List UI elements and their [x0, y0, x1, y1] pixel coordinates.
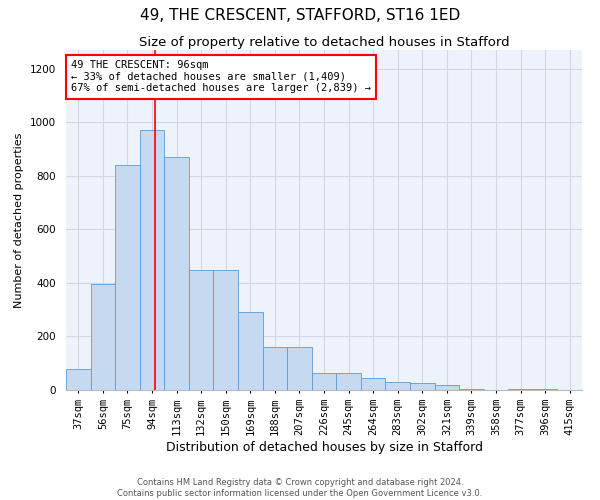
Bar [312, 372, 336, 390]
Y-axis label: Number of detached properties: Number of detached properties [14, 132, 25, 308]
Bar [410, 384, 434, 390]
X-axis label: Distribution of detached houses by size in Stafford: Distribution of detached houses by size … [166, 440, 482, 454]
Bar [287, 347, 312, 390]
Bar [508, 388, 533, 390]
Text: Contains HM Land Registry data © Crown copyright and database right 2024.
Contai: Contains HM Land Registry data © Crown c… [118, 478, 482, 498]
Bar [66, 368, 91, 390]
Bar [115, 165, 140, 390]
Bar [91, 284, 115, 390]
Bar [533, 388, 557, 390]
Text: 49 THE CRESCENT: 96sqm
← 33% of detached houses are smaller (1,409)
67% of semi-: 49 THE CRESCENT: 96sqm ← 33% of detached… [71, 60, 371, 94]
Bar [336, 372, 361, 390]
Bar [214, 270, 238, 390]
Bar [238, 312, 263, 390]
Bar [189, 270, 214, 390]
Bar [140, 130, 164, 390]
Bar [459, 388, 484, 390]
Bar [434, 384, 459, 390]
Bar [361, 378, 385, 390]
Text: 49, THE CRESCENT, STAFFORD, ST16 1ED: 49, THE CRESCENT, STAFFORD, ST16 1ED [140, 8, 460, 22]
Bar [164, 157, 189, 390]
Bar [385, 382, 410, 390]
Title: Size of property relative to detached houses in Stafford: Size of property relative to detached ho… [139, 36, 509, 49]
Bar [263, 347, 287, 390]
